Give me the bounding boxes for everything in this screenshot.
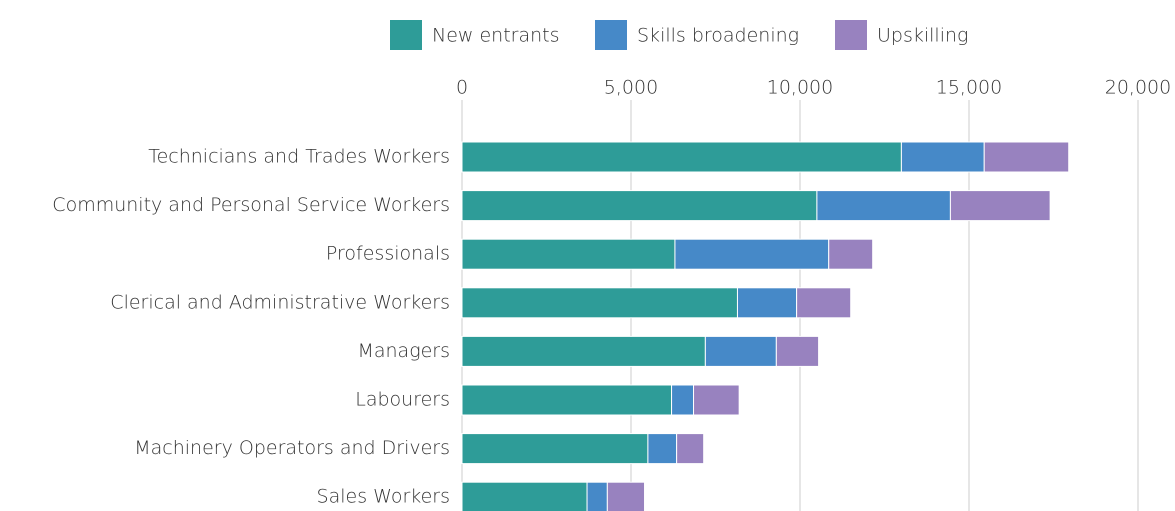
bar-segment xyxy=(461,190,818,222)
legend-label: Skills broadening xyxy=(637,25,799,47)
bar-segment xyxy=(461,433,649,465)
bar-segment xyxy=(816,190,951,222)
bar-segment xyxy=(704,335,777,367)
legend-swatch xyxy=(390,20,422,50)
bar-segment xyxy=(900,141,985,173)
x-tick-label: 10,000 xyxy=(767,77,833,99)
bar-segment xyxy=(736,287,798,319)
bar-segment xyxy=(693,384,740,416)
bar-segment xyxy=(949,190,1051,222)
bar-segment xyxy=(671,384,695,416)
bar-segment xyxy=(674,238,830,270)
bar-segment xyxy=(676,433,705,465)
y-tick-label: Community and Personal Service Workers xyxy=(52,194,450,216)
bar-segment xyxy=(461,141,902,173)
x-tick-label: 0 xyxy=(456,77,468,99)
bar-segment xyxy=(586,481,608,511)
x-tick-label: 5,000 xyxy=(604,77,658,99)
bar-segment xyxy=(606,481,646,511)
bar-segment xyxy=(461,335,706,367)
legend-label: New entrants xyxy=(432,25,560,47)
bar-segment xyxy=(983,141,1070,173)
y-tick-label: Clerical and Administrative Workers xyxy=(110,291,450,313)
y-tick-label: Labourers xyxy=(355,389,450,411)
bar-segment xyxy=(461,287,738,319)
bar-segment xyxy=(647,433,678,465)
y-tick-label: Managers xyxy=(357,340,450,362)
legend-label: Upskilling xyxy=(877,25,968,47)
legend-swatch xyxy=(595,20,627,50)
bar-segment xyxy=(461,384,673,416)
legend-swatch xyxy=(835,20,867,50)
x-tick-label: 20,000 xyxy=(1105,77,1171,99)
x-tick-label: 15,000 xyxy=(936,77,1002,99)
bar-segment xyxy=(461,481,588,511)
y-tick-label: Sales Workers xyxy=(317,486,450,508)
y-tick-label: Machinery Operators and Drivers xyxy=(134,437,450,459)
bar-segment xyxy=(828,238,874,270)
bar-segment xyxy=(775,335,820,367)
bar-segment xyxy=(461,238,676,270)
bar-segment xyxy=(796,287,852,319)
y-tick-label: Professionals xyxy=(326,243,450,265)
y-tick-label: Technicians and Trades Workers xyxy=(148,146,450,168)
